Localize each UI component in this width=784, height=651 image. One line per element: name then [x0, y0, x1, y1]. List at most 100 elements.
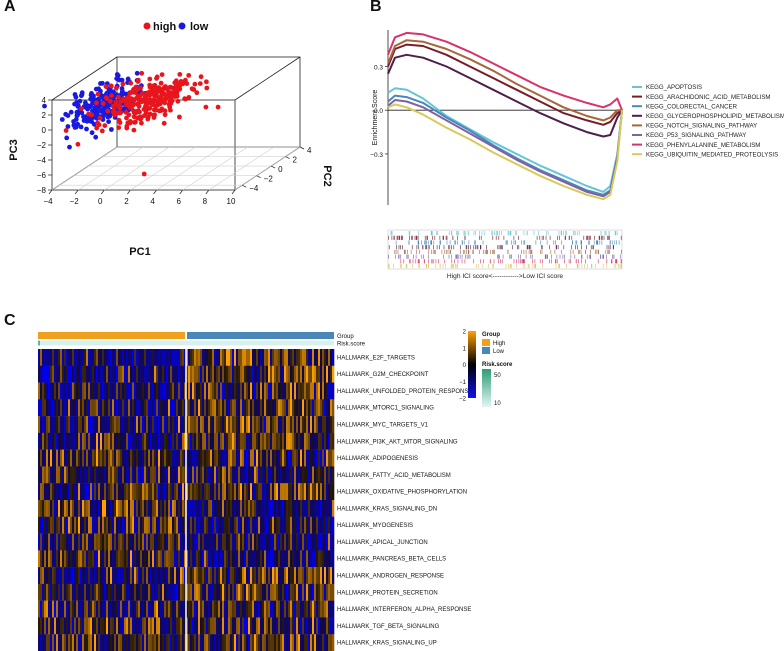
heatmap-cell [210, 567, 213, 585]
heatmap-cell [44, 550, 47, 568]
heatmap-cell [242, 617, 245, 635]
heatmap-cell [238, 634, 241, 651]
heatmap-cell [320, 583, 323, 601]
point-high [147, 105, 153, 111]
annotation-risk-high-mark [38, 340, 40, 346]
heatmap-cell [292, 583, 295, 601]
pca-floor-gridline [234, 146, 301, 191]
heatmap-cell [182, 349, 185, 366]
heatmap-cell [198, 567, 201, 585]
heatmap-cell [126, 583, 129, 601]
heatmap-cell [54, 466, 57, 484]
heatmap-cell [204, 583, 207, 601]
heatmap-cell [230, 550, 233, 568]
heatmap-cell [324, 583, 327, 601]
point-high [162, 100, 168, 106]
heatmap-cell [142, 617, 145, 635]
heatmap-cell [240, 432, 243, 450]
heatmap-cell [280, 432, 283, 450]
heatmap-cell [92, 449, 95, 467]
heatmap-cell [296, 432, 299, 450]
heatmap-cell [122, 634, 125, 651]
point-high [159, 90, 165, 96]
heatmap-cell [212, 583, 215, 601]
heatmap-cell [156, 449, 159, 467]
heatmap-cell [146, 466, 149, 484]
heatmap-cell [142, 449, 145, 467]
heatmap-cell [100, 416, 103, 434]
point-high [134, 109, 140, 114]
point-high [130, 89, 136, 95]
heatmap-cell [232, 533, 235, 551]
heatmap-cell [150, 466, 153, 484]
heatmap-cell [132, 382, 135, 400]
heatmap-cell [226, 583, 229, 601]
heatmap-cell [202, 349, 205, 366]
heatmap-cell [324, 483, 327, 501]
heatmap-cell [220, 466, 223, 484]
heatmap-cell [168, 399, 171, 417]
heatmap-cell [138, 634, 141, 651]
heatmap-cell [250, 583, 253, 601]
legend-group-low-label: Low [493, 349, 505, 355]
heatmap-cell [284, 349, 287, 366]
gsea-series-line [387, 103, 623, 201]
heatmap-cell [208, 550, 211, 568]
heatmap-cell [76, 365, 79, 383]
heatmap-cell [268, 449, 271, 467]
heatmap-cell [226, 382, 229, 400]
heatmap-cell [264, 466, 267, 484]
heatmap-cell [166, 617, 169, 635]
heatmap-cell [196, 466, 199, 484]
gsea-series-line [387, 31, 623, 111]
heatmap-cell [92, 399, 95, 417]
heatmap-cell [144, 416, 147, 434]
heatmap-cell [328, 483, 331, 501]
heatmap-cell [290, 600, 293, 618]
heatmap-cell [166, 399, 169, 417]
heatmap-cell [274, 516, 277, 534]
heatmap-cell [54, 432, 57, 450]
heatmap-cell [92, 365, 95, 383]
heatmap-cell [120, 365, 123, 383]
heatmap-cell [166, 416, 169, 434]
heatmap-cell [130, 382, 133, 400]
heatmap-cell [280, 466, 283, 484]
heatmap-cell [136, 583, 139, 601]
heatmap-cell [248, 533, 251, 551]
heatmap-cell [94, 483, 97, 501]
heatmap-cell [230, 432, 233, 450]
heatmap-cell [268, 432, 271, 450]
heatmap-cell [146, 500, 149, 517]
heatmap-cell [154, 533, 157, 551]
heatmap-cell [58, 365, 61, 383]
heatmap-cell [140, 634, 143, 651]
heatmap-cell [324, 416, 327, 434]
pca-x-tick [205, 189, 210, 195]
heatmap-cell [126, 466, 129, 484]
heatmap-cell [218, 550, 221, 568]
heatmap-cell [50, 432, 53, 450]
heatmap-cell [48, 483, 51, 501]
heatmap-cell [98, 617, 101, 635]
heatmap-cell [220, 483, 223, 501]
heatmap-cell [86, 365, 89, 383]
heatmap-cell [332, 349, 335, 366]
heatmap-cell [182, 516, 185, 534]
heatmap-cell [92, 500, 95, 517]
heatmap-cell [48, 399, 51, 417]
heatmap-cell [218, 382, 221, 400]
heatmap-cell [312, 600, 315, 618]
heatmap-cell [86, 583, 89, 601]
heatmap-cell [88, 500, 91, 517]
heatmap-cell [208, 567, 211, 585]
heatmap-cell [316, 365, 319, 383]
heatmap-cell [318, 550, 321, 568]
heatmap-cell [198, 382, 201, 400]
heatmap-cell [68, 449, 71, 467]
heatmap-cell [264, 483, 267, 501]
heatmap-cell [78, 600, 81, 618]
heatmap-cell [190, 399, 193, 417]
heatmap-cell [230, 583, 233, 601]
heatmap-cell [164, 399, 167, 417]
